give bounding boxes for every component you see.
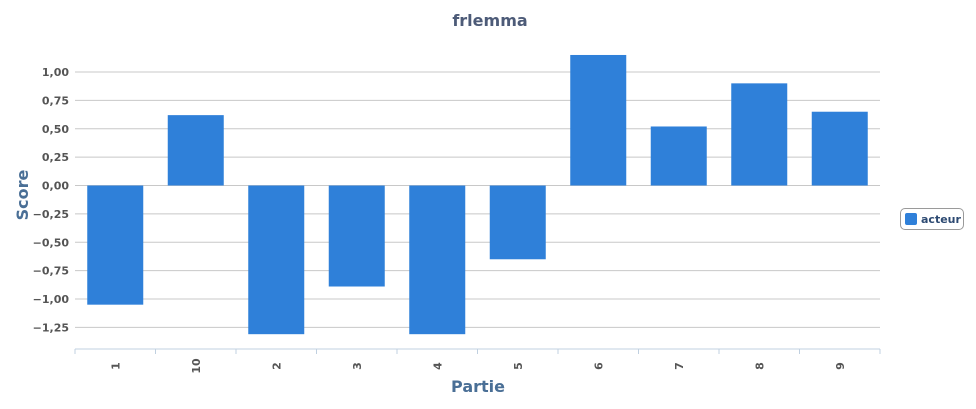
y-tick-label: 1,00: [42, 66, 69, 79]
x-tick-label: 3: [351, 362, 364, 370]
x-tick-label: 2: [270, 362, 283, 370]
x-tick-label: 6: [592, 362, 605, 370]
y-tick-label: −1,25: [33, 321, 69, 334]
y-tick-label: 0,75: [42, 94, 69, 107]
x-axis: 1 10 2 3 4 5 6 7 8 9: [74, 348, 881, 374]
x-tick-label: 10: [190, 358, 203, 374]
chart-title: frlemma: [452, 11, 527, 30]
x-tick-label: 8: [753, 362, 766, 370]
y-tick-label: −0,75: [33, 265, 69, 278]
bar-6[interactable]: [570, 54, 627, 186]
y-tick-label: 0,50: [42, 123, 69, 136]
y-tick-label: 0,00: [42, 180, 69, 193]
x-axis-title: Partie: [451, 377, 505, 396]
bar-7[interactable]: [650, 126, 707, 186]
legend[interactable]: acteur: [900, 208, 964, 230]
x-tick-label: 7: [673, 362, 686, 370]
bar-10[interactable]: [167, 115, 224, 186]
x-tick-label: 9: [834, 362, 847, 370]
bar-4[interactable]: [409, 185, 466, 335]
bar-2[interactable]: [248, 185, 305, 335]
bar-1[interactable]: [87, 185, 144, 305]
y-tick-label: −0,50: [33, 236, 70, 249]
bar-3[interactable]: [328, 185, 385, 287]
bar-9[interactable]: [811, 111, 868, 186]
bar-5[interactable]: [489, 185, 546, 260]
y-axis-title: Score: [13, 169, 32, 220]
y-axis-ticks: 1,00 0,75 0,50 0,25 0,00 −0,25 −0,50 −0,75 −1,00…: [33, 66, 70, 334]
y-tick-label: −1,00: [33, 293, 70, 306]
x-tick-label: 5: [512, 362, 525, 370]
y-tick-label: 0,25: [42, 151, 69, 164]
legend-swatch-acteur: [905, 213, 917, 225]
y-tick-label: −0,25: [33, 208, 69, 221]
x-tick-label: 1: [109, 362, 122, 370]
bar-8[interactable]: [731, 83, 788, 186]
legend-label-acteur: acteur: [921, 213, 961, 226]
x-tick-label: 4: [431, 362, 444, 370]
bars: [87, 54, 868, 335]
